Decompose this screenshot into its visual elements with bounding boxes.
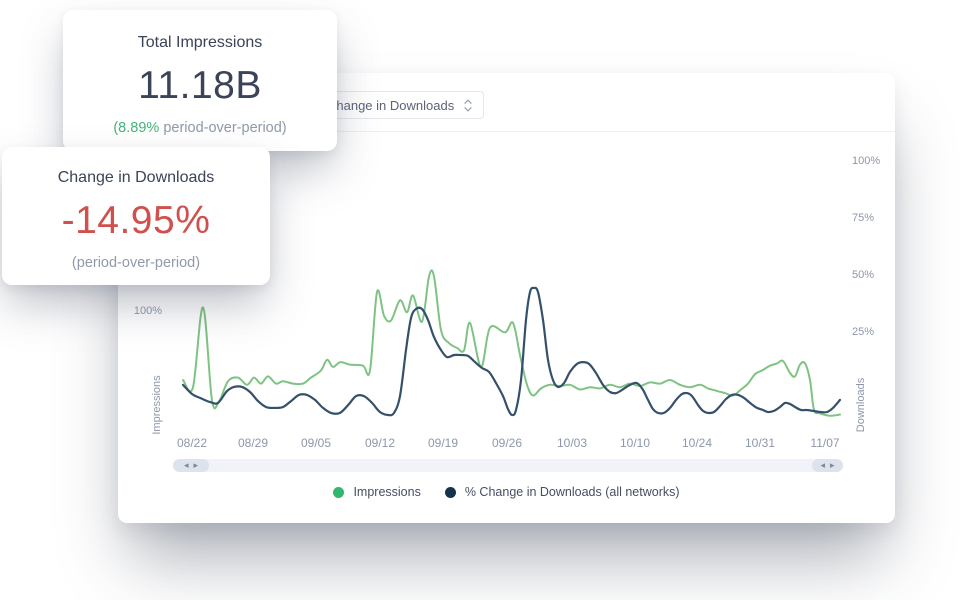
legend-label: % Change in Downloads (all networks)	[464, 485, 680, 499]
scrollbar-right-handle[interactable]: ◂ ▸	[812, 459, 843, 472]
legend-label: Impressions	[353, 485, 421, 499]
card-title: Total Impressions	[137, 34, 263, 51]
left-axis-title: Impressions	[151, 375, 163, 435]
y-axis-tick: 75%	[852, 212, 875, 224]
scrollbar-left-handle[interactable]: ◂ ▸	[173, 459, 209, 472]
left-axis-ticks: 100%	[118, 73, 162, 523]
card-title: Change in Downloads	[57, 169, 215, 186]
right-axis-ticks: 100% 75% 50% 25%	[852, 73, 895, 523]
scroll-left-icon[interactable]: ◂	[183, 460, 189, 470]
x-axis-tick: 08/22	[176, 436, 208, 450]
y-axis-tick: 100%	[133, 305, 162, 317]
total-impressions-value: 11.18B	[138, 64, 262, 107]
legend-item-impressions[interactable]: Impressions	[333, 485, 421, 499]
x-axis-tick: 10/24	[681, 436, 713, 450]
chart-panel-body: Change in Downloads 100% 100% 75% 50% 25% I…	[118, 73, 895, 523]
x-axis-tick: 10/03	[556, 436, 588, 450]
x-axis-tick: 09/05	[300, 436, 332, 450]
period-change-text: (8.89% period-over-period)	[63, 120, 337, 136]
metric-select[interactable]: Change in Downloads	[315, 91, 485, 119]
period-caption: (period-over-period)	[71, 255, 201, 271]
series-line-1	[181, 286, 842, 417]
y-axis-tick: 100%	[852, 155, 881, 167]
x-axis-tick: 09/12	[364, 436, 396, 450]
scroll-right-icon[interactable]: ▸	[830, 460, 835, 470]
y-axis-tick: 25%	[852, 326, 875, 338]
x-axis-tick: 09/26	[491, 436, 523, 450]
impressions-legend-dot-icon	[333, 486, 345, 498]
change-percent: (8.89%	[113, 120, 160, 136]
x-axis-tick: 09/19	[427, 436, 459, 450]
x-axis-ticks: 08/22 08/29 09/05 09/12 09/19 09/26 10/03 10/10…	[118, 437, 895, 453]
total-impressions-card: Total Impressions 11.18B (8.89% period-o…	[63, 10, 337, 151]
downloads-legend-dot-icon	[444, 486, 456, 498]
scroll-left-icon[interactable]: ◂	[820, 460, 825, 470]
downloads-change-value: -14.95%	[61, 199, 211, 242]
line-chart-canvas	[181, 269, 842, 417]
change-caption: period-over-period)	[163, 120, 287, 136]
y-axis-tick: 50%	[852, 269, 875, 281]
right-axis-title: Downloads	[855, 377, 867, 433]
toolbar-divider	[118, 131, 895, 132]
metric-select-value: Change in Downloads	[327, 97, 455, 113]
x-axis-tick: 10/10	[619, 436, 651, 450]
change-in-downloads-card: Change in Downloads -14.95% (period-over…	[2, 147, 270, 285]
chart-scrollbar-track[interactable]: ◂ ▸ ◂ ▸	[173, 459, 843, 472]
x-axis-tick: 11/07	[810, 436, 840, 450]
series-line-0	[182, 269, 841, 417]
select-caret-icon	[464, 99, 472, 112]
x-axis-tick: 10/31	[744, 436, 776, 450]
chart-panel: Change in Downloads 100% 100% 75% 50% 25% I…	[118, 73, 895, 523]
x-axis-tick: 08/29	[237, 436, 269, 450]
chart-legend: Impressions % Change in Downloads (all n…	[118, 485, 895, 499]
legend-item-downloads-change[interactable]: % Change in Downloads (all networks)	[444, 485, 680, 499]
scroll-right-icon[interactable]: ▸	[193, 460, 199, 470]
